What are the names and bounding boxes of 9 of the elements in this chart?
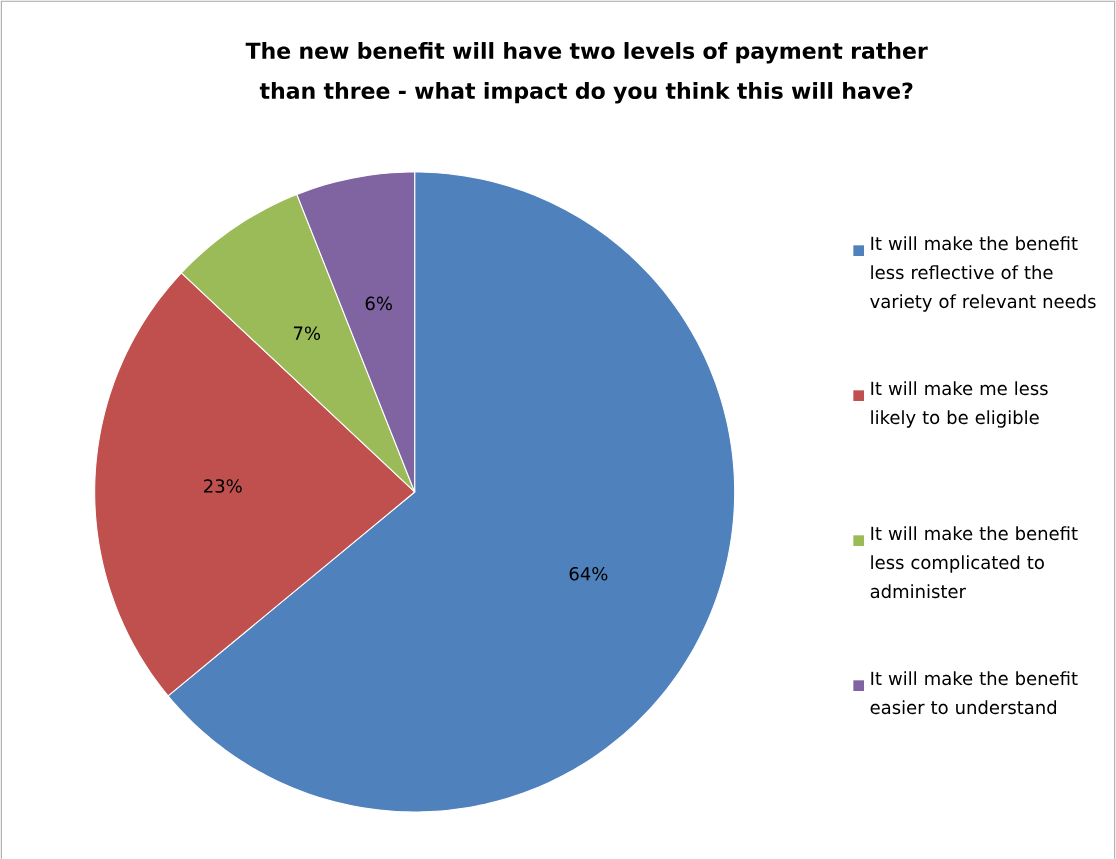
chart-title: The new benefit will have two levels of payment rather than three - what impact do you think this will have?	[245, 42, 928, 104]
data-label: 64%	[569, 567, 608, 581]
data-label: 23%	[204, 479, 242, 493]
legend-label: It will make the benefit less complicated to administer	[870, 526, 1078, 599]
data-label: 6%	[365, 296, 392, 311]
legend-label: It will make me less likely to be eligible	[871, 381, 1048, 428]
data-label: 7%	[293, 326, 321, 341]
legend-label: It will make the benefit easier to understand	[870, 671, 1078, 715]
legend-label: It will make the benefit less reflective of the variety of relevant needs	[870, 236, 1096, 312]
